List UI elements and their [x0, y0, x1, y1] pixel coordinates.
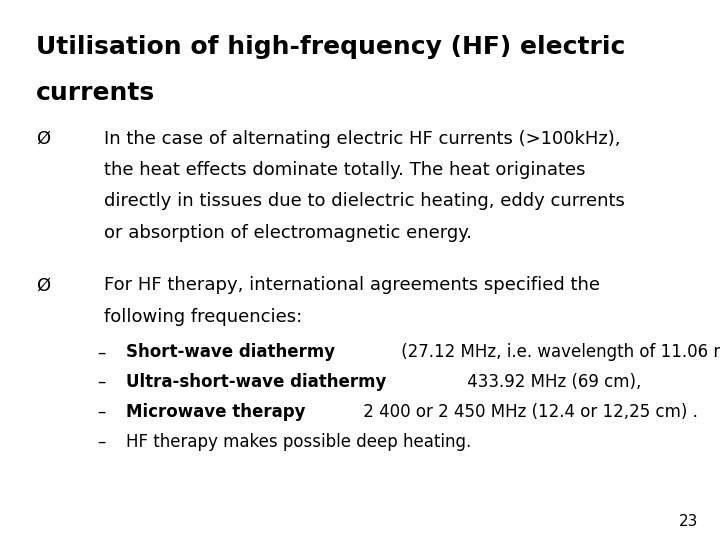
Text: –: – [97, 343, 106, 361]
Text: (27.12 MHz, i.e. wavelength of 11.06 m),: (27.12 MHz, i.e. wavelength of 11.06 m), [396, 343, 720, 361]
Text: the heat effects dominate totally. The heat originates: the heat effects dominate totally. The h… [104, 161, 586, 179]
Text: currents: currents [36, 81, 155, 105]
Text: or absorption of electromagnetic energy.: or absorption of electromagnetic energy. [104, 224, 472, 241]
Text: –: – [97, 373, 106, 391]
Text: Ø: Ø [36, 130, 50, 147]
Text: Ø: Ø [36, 276, 50, 294]
Text: Short-wave diathermy: Short-wave diathermy [126, 343, 335, 361]
Text: Microwave therapy: Microwave therapy [126, 403, 305, 421]
Text: directly in tissues due to dielectric heating, eddy currents: directly in tissues due to dielectric he… [104, 192, 625, 210]
Text: –: – [97, 433, 106, 451]
Text: following frequencies:: following frequencies: [104, 308, 302, 326]
Text: 23: 23 [679, 514, 698, 529]
Text: 433.92 MHz (69 cm),: 433.92 MHz (69 cm), [462, 373, 642, 391]
Text: In the case of alternating electric HF currents (>100kHz),: In the case of alternating electric HF c… [104, 130, 621, 147]
Text: 2 400 or 2 450 MHz (12.4 or 12,25 cm) .: 2 400 or 2 450 MHz (12.4 or 12,25 cm) . [358, 403, 698, 421]
Text: –: – [97, 403, 106, 421]
Text: HF therapy makes possible deep heating.: HF therapy makes possible deep heating. [126, 433, 472, 451]
Text: Ultra-short-wave diathermy: Ultra-short-wave diathermy [126, 373, 387, 391]
Text: Utilisation of high-frequency (HF) electric: Utilisation of high-frequency (HF) elect… [36, 35, 626, 59]
Text: For HF therapy, international agreements specified the: For HF therapy, international agreements… [104, 276, 600, 294]
